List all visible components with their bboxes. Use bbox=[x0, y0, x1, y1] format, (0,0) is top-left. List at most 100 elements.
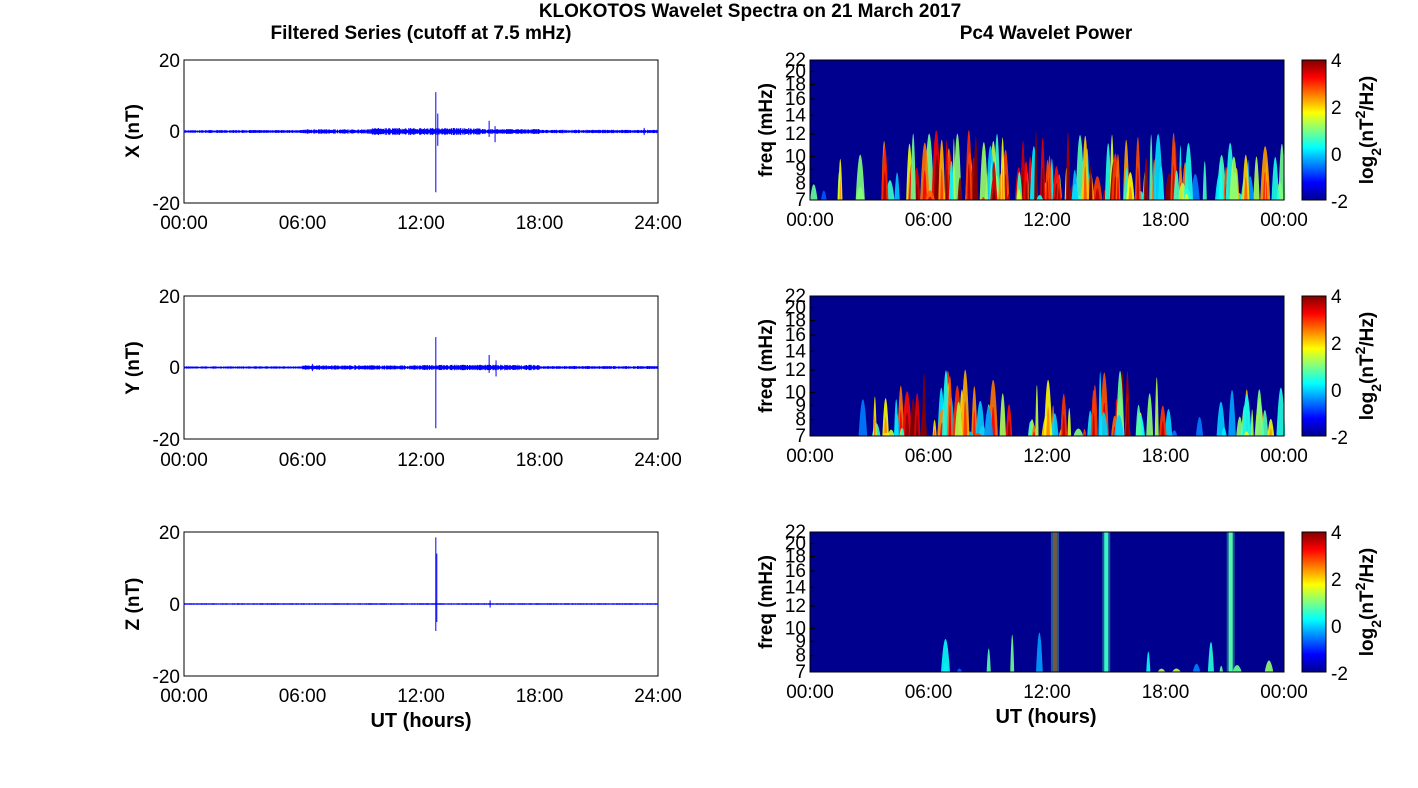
y-colorbar-tick: -2 bbox=[1331, 428, 1348, 449]
z-series-xtick: 12:00 bbox=[397, 686, 445, 707]
wavelet-ridge bbox=[1104, 143, 1112, 200]
wavelet-ridge-core bbox=[948, 404, 952, 436]
z-wavelet-xtick: 00:00 bbox=[786, 682, 834, 703]
z-wavelet-ridges bbox=[941, 532, 1274, 672]
freq-tick-label: 16 bbox=[785, 561, 806, 582]
wavelet-ridge-core bbox=[1033, 431, 1036, 436]
y-colorbar-tick: 2 bbox=[1331, 334, 1342, 355]
x-wavelet-xtick: 00:00 bbox=[1260, 210, 1308, 231]
x-colorbar bbox=[1301, 59, 1327, 201]
wavelet-ridge bbox=[1219, 665, 1223, 672]
wavelet-ridge bbox=[920, 406, 927, 436]
wavelet-ridge bbox=[1027, 421, 1033, 436]
y-colorbar bbox=[1301, 295, 1327, 437]
wavelet-ridge bbox=[1250, 409, 1254, 436]
wavelet-ridge bbox=[1241, 394, 1252, 436]
z-wavelet-frame bbox=[809, 531, 1285, 673]
wavelet-ridge bbox=[999, 393, 1006, 436]
x-colorbar-tick: 0 bbox=[1331, 145, 1342, 166]
y-wavelet-xtick: 06:00 bbox=[905, 446, 953, 467]
z-series-ytick: 20 bbox=[159, 523, 180, 544]
wavelet-ridge-core bbox=[940, 168, 944, 200]
z-colorbar-tick: -2 bbox=[1331, 664, 1348, 685]
z-wavelet-xtick: 12:00 bbox=[1023, 682, 1071, 703]
wavelet-ridge bbox=[858, 399, 868, 436]
wavelet-ridge bbox=[1255, 389, 1264, 436]
wavelet-ridge-core bbox=[1244, 176, 1248, 200]
y-wavelet-xtick: 00:00 bbox=[786, 446, 834, 467]
wavelet-ridge-core bbox=[1007, 420, 1011, 436]
wavelet-ridge-core bbox=[963, 401, 968, 436]
freq-tick-label: 9 bbox=[795, 395, 806, 416]
freq-tick-label: 12 bbox=[785, 360, 806, 381]
wavelet-ridge bbox=[1228, 389, 1236, 436]
wavelet-ridge-full bbox=[1052, 532, 1057, 672]
wavelet-ridge bbox=[954, 401, 963, 436]
y-series-xtick: 06:00 bbox=[279, 450, 327, 471]
wavelet-ridge bbox=[1157, 668, 1166, 672]
wavelet-ridge bbox=[1031, 424, 1037, 436]
wavelet-ridge bbox=[1202, 161, 1207, 200]
wavelet-ridge-core bbox=[933, 428, 936, 436]
wavelet-ridge-core bbox=[958, 189, 962, 200]
wavelet-ridge bbox=[1071, 183, 1079, 200]
wavelet-ridge bbox=[1051, 413, 1059, 436]
z-wavelet-xtick: 00:00 bbox=[1260, 682, 1308, 703]
wavelet-ridge bbox=[1195, 417, 1204, 436]
wavelet-ridge bbox=[1153, 133, 1164, 200]
wavelet-ridge bbox=[1244, 431, 1250, 436]
wavelet-ridge bbox=[932, 419, 937, 436]
wavelet-ridge bbox=[1154, 377, 1159, 436]
x-series-ylabel: X (nT) bbox=[123, 104, 144, 158]
x-wavelet-xtick: 12:00 bbox=[1023, 210, 1071, 231]
wavelet-ridge-core bbox=[884, 416, 888, 436]
wavelet-ridge bbox=[1126, 172, 1135, 200]
wavelet-ridge bbox=[855, 154, 865, 200]
z-series-xtick: 00:00 bbox=[160, 686, 208, 707]
z-series-xtick: 18:00 bbox=[516, 686, 564, 707]
wavelet-ridge bbox=[1192, 663, 1201, 672]
wavelet-ridge bbox=[1219, 161, 1223, 200]
wavelet-ridge-core bbox=[967, 163, 971, 200]
wavelet-ridge bbox=[957, 177, 963, 200]
freq-tick-label: 16 bbox=[785, 325, 806, 346]
wavelet-ridge bbox=[1261, 410, 1269, 436]
wavelet-ridge bbox=[1172, 668, 1181, 672]
wavelet-ridge-halo bbox=[1102, 532, 1111, 672]
freq-tick-label: 20 bbox=[785, 298, 806, 319]
y-colorbar-tick: 0 bbox=[1331, 381, 1342, 402]
z-series-ytick: -20 bbox=[153, 667, 180, 688]
y-wavelet-xtick: 12:00 bbox=[1023, 446, 1071, 467]
wavelet-ridge-core bbox=[1136, 167, 1140, 200]
wavelet-ridge bbox=[925, 190, 935, 200]
wavelet-ridge bbox=[1149, 134, 1154, 200]
left-column-title: Filtered Series (cutoff at 7.5 mHz) bbox=[271, 23, 572, 44]
freq-tick-label: 9 bbox=[795, 631, 806, 652]
freq-tick-label: 8 bbox=[795, 646, 806, 667]
wavelet-ridge-core bbox=[1095, 188, 1100, 200]
x-colorbar-tick: 2 bbox=[1331, 98, 1342, 119]
freq-tick-label: 14 bbox=[785, 577, 807, 598]
x-series-ytick: 20 bbox=[159, 51, 180, 72]
y-series-ylabel: Y (nT) bbox=[123, 341, 144, 394]
wavelet-ridge-core bbox=[911, 417, 915, 436]
y-wavelet-xtick: 00:00 bbox=[1260, 446, 1308, 467]
wavelet-ridge-core bbox=[974, 166, 977, 200]
freq-tick-label: 12 bbox=[785, 124, 806, 145]
freq-tick-label: 18 bbox=[785, 311, 806, 332]
wavelet-ridge-core bbox=[914, 183, 919, 200]
wavelet-ridge-core bbox=[904, 413, 910, 436]
wavelet-ridge bbox=[1098, 371, 1102, 436]
z-wavelet-ylabel: freq (mHz) bbox=[756, 555, 777, 649]
wavelet-ridge-core bbox=[922, 170, 927, 200]
wavelet-ridge bbox=[1159, 405, 1167, 436]
z-series-panel: 20 0 -20 00:00 06:00 12:00 18:00 24:00 Z… bbox=[123, 523, 682, 732]
y-series-xtick: 18:00 bbox=[516, 450, 564, 471]
x-wavelet-xtick: 00:00 bbox=[786, 210, 834, 231]
wavelet-ridge bbox=[910, 133, 916, 200]
